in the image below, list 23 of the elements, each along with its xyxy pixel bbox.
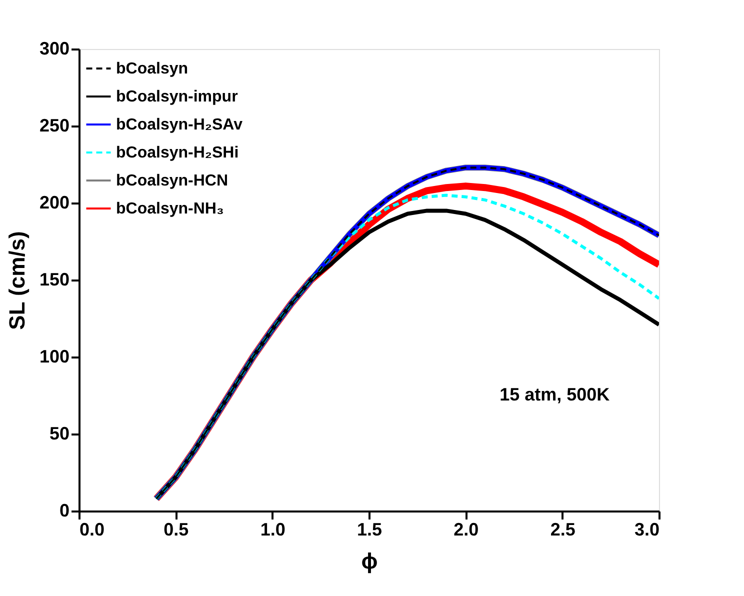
x-tick-label: 1.0 — [260, 520, 286, 540]
y-tick-label: 300 — [39, 38, 70, 58]
legend-label: bCoalsyn-NH₃ — [116, 200, 224, 218]
y-tick-label: 0 — [59, 500, 70, 520]
annotation: 15 atm, 500K — [500, 384, 610, 404]
x-tick-label: 1.5 — [356, 520, 382, 540]
legend-label: bCoalsyn-H₂SHi — [116, 144, 239, 162]
x-tick-label: 0.0 — [80, 520, 105, 540]
y-tick-label: 250 — [39, 116, 70, 136]
legend-label: bCoalsyn-HCN — [116, 172, 228, 190]
y-tick-label: 150 — [39, 270, 70, 290]
legend-label: bCoalsyn-impur — [116, 88, 238, 106]
x-axis-title: ϕ — [361, 548, 378, 574]
y-axis-title: SL (cm/s) — [4, 231, 30, 330]
x-tick-label: 2.5 — [550, 520, 576, 540]
y-tick-label: 200 — [39, 192, 70, 212]
x-tick-label: 0.5 — [164, 520, 189, 540]
legend-label: bCoalsyn-H₂SAv — [116, 116, 243, 134]
legend-label: bCoalsyn — [116, 60, 188, 78]
y-tick-label: 100 — [39, 346, 70, 366]
x-tick-label: 3.0 — [634, 520, 660, 540]
x-tick-label: 2.0 — [454, 520, 479, 540]
y-tick-label: 50 — [49, 424, 70, 444]
